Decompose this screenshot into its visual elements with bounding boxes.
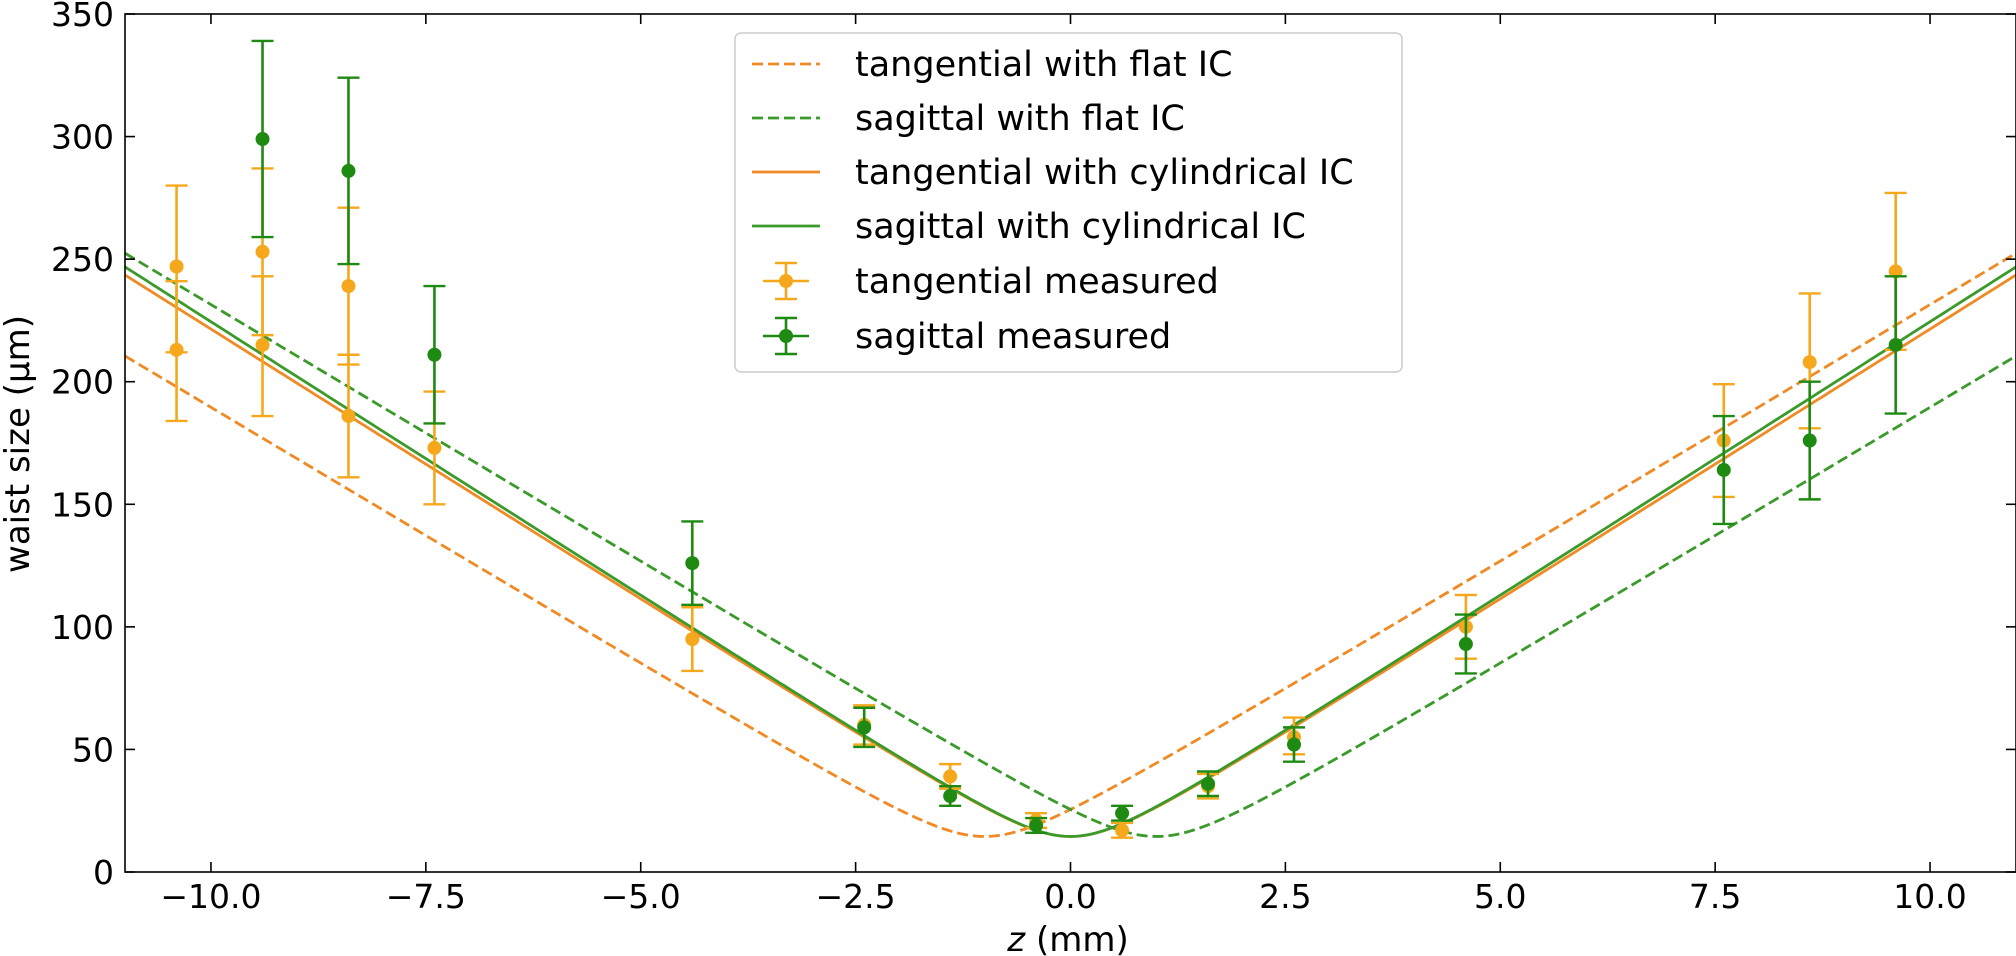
x-tick-label: −10.0: [160, 877, 261, 916]
marker: [1029, 818, 1044, 833]
y-tick-label: 350: [51, 0, 114, 34]
curve-3: [125, 265, 2016, 838]
x-tick-label: 0.0: [1044, 877, 1096, 916]
data-point: [1798, 380, 1821, 501]
y-tick-label: 150: [51, 485, 114, 524]
y-tick-label: 50: [72, 730, 114, 769]
marker: [1115, 806, 1130, 821]
data-point: [853, 706, 876, 749]
legend-box: [734, 32, 1403, 373]
data-point: [1025, 816, 1048, 834]
data-point: [251, 39, 274, 239]
y-axis-label: waist size (μm): [0, 315, 38, 573]
marker: [341, 279, 356, 294]
x-tick-label: −2.5: [816, 877, 896, 916]
marker: [1888, 264, 1903, 279]
data-point: [939, 762, 962, 790]
data-point: [681, 520, 704, 606]
x-tick-label: 10.0: [1893, 877, 1966, 916]
data-point: [337, 76, 360, 266]
x-tick-label: 2.5: [1259, 877, 1311, 916]
x-tick-label: 5.0: [1474, 877, 1526, 916]
y-tick-label: 100: [51, 608, 114, 647]
fit-curves: [125, 252, 2016, 838]
axis-ticks: −10.0 −7.5 −5.0 −2.5 0.0 2.5 5.0 7.5 10.0 0 50 100 1…: [51, 0, 2016, 916]
legend-label: tangential with flat IC: [855, 45, 1233, 85]
data-point: [1111, 804, 1134, 822]
x-axis-label-unit: (mm): [1025, 920, 1129, 956]
legend-handle-marker: [779, 274, 793, 288]
marker: [1888, 337, 1903, 352]
legend-label: sagittal measured: [855, 317, 1171, 357]
legend-handle-marker: [779, 329, 793, 343]
marker: [1286, 737, 1301, 752]
marker: [1115, 823, 1130, 838]
measurement-points: [165, 39, 1907, 839]
data-point: [939, 785, 962, 808]
marker: [857, 720, 872, 735]
marker: [169, 342, 184, 357]
marker: [255, 337, 270, 352]
marker: [255, 244, 270, 259]
legend: tangential with flat IC sagittal with fla…: [734, 32, 1403, 373]
marker: [1716, 462, 1731, 477]
marker: [169, 259, 184, 274]
data-point: [251, 275, 274, 418]
marker: [685, 556, 700, 571]
legend-label: sagittal with cylindrical IC: [855, 207, 1306, 247]
data-point: [1712, 414, 1735, 526]
x-tick-label: 7.5: [1689, 877, 1741, 916]
legend-label: tangential with cylindrical IC: [855, 153, 1354, 193]
x-axis-label-variable: z: [1006, 920, 1026, 956]
marker: [1802, 433, 1817, 448]
data-point: [423, 284, 446, 425]
marker: [685, 632, 700, 647]
data-point: [165, 280, 188, 423]
marker: [427, 347, 442, 362]
marker: [943, 789, 958, 804]
data-point: [337, 353, 360, 479]
x-tick-label: −7.5: [386, 877, 466, 916]
legend-label: sagittal with flat IC: [855, 99, 1185, 139]
marker: [1802, 355, 1817, 370]
marker: [255, 132, 270, 147]
data-point: [1454, 613, 1477, 675]
marker: [341, 163, 356, 178]
data-point: [1884, 275, 1907, 415]
marker: [1201, 776, 1216, 791]
x-axis-label: z (mm): [1006, 920, 1128, 956]
marker: [427, 440, 442, 455]
marker: [943, 769, 958, 784]
marker: [341, 409, 356, 424]
data-point: [1282, 726, 1305, 763]
x-tick-label: −5.0: [601, 877, 681, 916]
legend-label: tangential measured: [855, 262, 1219, 302]
y-tick-label: 250: [51, 240, 114, 279]
marker: [1458, 637, 1473, 652]
y-tick-label: 200: [51, 363, 114, 402]
data-point: [1111, 821, 1134, 839]
y-tick-label: 300: [51, 118, 114, 157]
y-tick-label: 0: [93, 853, 114, 892]
data-point: [1197, 770, 1220, 798]
curve-1: [125, 252, 2016, 838]
data-point: [681, 606, 704, 673]
